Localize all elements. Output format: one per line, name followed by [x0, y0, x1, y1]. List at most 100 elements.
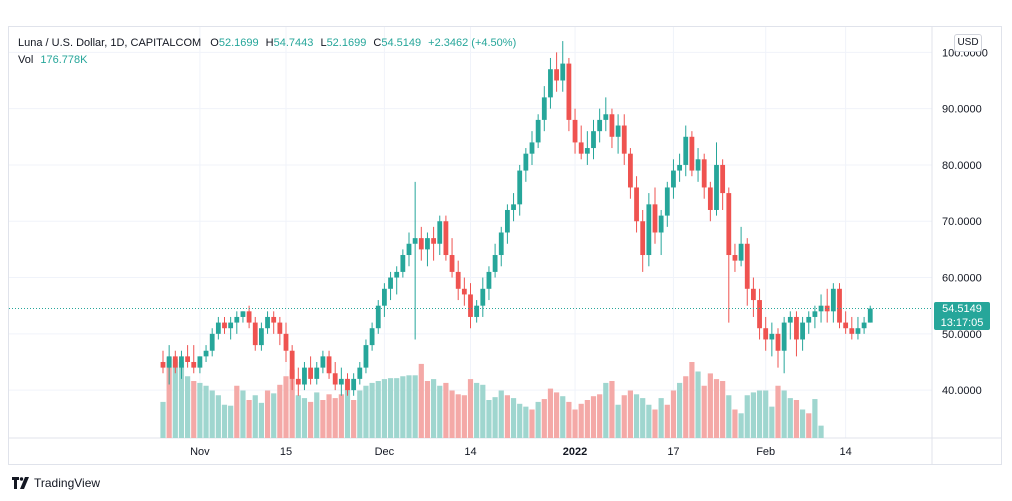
candle-body	[837, 288, 842, 323]
candle-body	[566, 63, 572, 120]
volume-bar	[234, 385, 240, 438]
footer[interactable]: TradingView	[12, 476, 100, 490]
volume-bar	[584, 400, 590, 438]
x-tick-label: Nov	[190, 446, 210, 458]
volume-bar	[215, 395, 221, 438]
candle-body	[406, 243, 412, 256]
candle-body	[222, 322, 227, 329]
candle-body	[806, 316, 812, 323]
candle-body	[314, 367, 320, 379]
candle-body	[541, 97, 547, 120]
candle-body	[437, 221, 443, 244]
y-tick-label: 40.0000	[942, 385, 982, 397]
candle-body	[701, 159, 707, 188]
candle-body	[855, 328, 861, 334]
candle-body	[751, 288, 756, 301]
volume-bar	[689, 362, 695, 438]
close-value: 54.5149	[381, 37, 422, 49]
volume-bar	[510, 398, 517, 438]
candle-body	[400, 255, 406, 272]
candle-body	[351, 378, 357, 391]
volume-bar	[701, 385, 707, 438]
symbol-title[interactable]: Luna / U.S. Dollar, 1D, CAPITALCOM	[18, 37, 202, 49]
candle-body	[468, 294, 473, 317]
candle-body	[382, 288, 387, 306]
candle-body	[228, 322, 234, 329]
volume-bar	[357, 390, 363, 438]
volume-bar	[363, 385, 369, 438]
close-label: C	[373, 37, 382, 49]
volume-bar	[535, 401, 541, 438]
volume-bar	[560, 396, 566, 438]
candle-body	[664, 187, 670, 216]
volume-bar	[308, 401, 314, 438]
volume-bar	[763, 390, 769, 438]
volume-bar	[474, 382, 480, 438]
x-tick-label: Dec	[375, 446, 395, 458]
candle-body	[689, 136, 695, 171]
y-tick-label: 90.0000	[942, 104, 982, 116]
volume-bar	[381, 379, 387, 438]
candle-body	[677, 164, 682, 171]
candle-body	[160, 361, 166, 368]
volume-bar	[455, 394, 461, 438]
candle-body	[787, 316, 793, 323]
footer-brand: TradingView	[34, 476, 101, 490]
candle-body	[271, 316, 277, 323]
bar-countdown: 13:17:05	[940, 316, 984, 329]
candle-body	[166, 356, 172, 368]
volume-bar	[775, 385, 781, 438]
candle-body	[431, 238, 436, 244]
volume-bar	[744, 395, 750, 438]
volume-bar	[418, 363, 424, 438]
candle-body	[498, 232, 504, 256]
candle-body	[302, 367, 307, 385]
candle-body	[775, 333, 781, 351]
volume-bar	[566, 401, 572, 438]
volume-bar	[769, 406, 775, 438]
candle-body	[185, 356, 190, 362]
volume-bar	[713, 379, 720, 438]
volume-bar	[289, 369, 295, 438]
candle-body	[830, 288, 836, 312]
candle-body	[486, 271, 492, 289]
currency-button[interactable]: USD	[954, 34, 982, 52]
candle-body	[332, 373, 338, 385]
x-tick-label: 2022	[563, 446, 587, 458]
volume-bar	[252, 395, 258, 438]
candle-body	[388, 277, 393, 289]
candle-body	[867, 308, 873, 323]
candle-body	[246, 311, 252, 323]
volume-bar	[264, 390, 271, 438]
last-price: 54.5149	[942, 302, 982, 315]
candle-body	[646, 204, 652, 256]
candle-body	[744, 243, 750, 289]
candle-body	[505, 209, 510, 233]
candle-body	[812, 311, 818, 317]
candle-body	[259, 328, 264, 346]
volume-bar	[375, 381, 381, 438]
volume-header: Vol 176.778K	[18, 54, 87, 66]
candle-body	[732, 255, 738, 261]
candle-body	[474, 305, 480, 317]
candle-body	[843, 322, 849, 329]
volume-bar	[221, 404, 228, 438]
x-tick-label: 14	[464, 446, 476, 458]
candle-body	[800, 322, 805, 340]
volume-bar	[344, 379, 351, 438]
volume-bar	[160, 401, 166, 438]
candle-body	[578, 142, 584, 154]
candle-body	[338, 378, 344, 385]
volume-bar	[609, 381, 615, 438]
change-value: +2.3462 (+4.50%)	[428, 37, 517, 49]
volume-bar	[738, 413, 744, 438]
candle-body	[683, 136, 689, 165]
volume-bar	[431, 379, 437, 438]
candle-body	[283, 333, 289, 351]
candle-body	[449, 255, 455, 272]
candle-body	[535, 119, 541, 143]
volume-bar	[541, 399, 547, 438]
x-tick-label: Feb	[756, 446, 775, 458]
candle-body	[345, 378, 350, 391]
